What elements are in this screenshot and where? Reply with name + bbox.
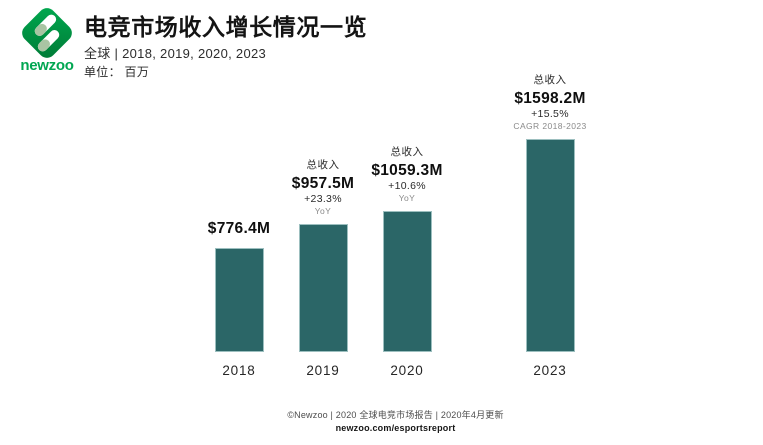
newzoo-logo: newzoo	[15, 5, 79, 73]
value-label: $776.4M	[207, 219, 271, 237]
bar-2020	[382, 211, 432, 352]
bar-labels-2023: 总收入 $1598.2M +15.5% CAGR 2018-2023	[513, 75, 586, 130]
year-label-2019: 2019	[306, 363, 340, 378]
bar-2018	[214, 248, 264, 352]
year-label-2018: 2018	[222, 363, 256, 378]
total-revenue-label: 总收入	[390, 146, 424, 158]
bar-labels-2019: 总收入 $957.5M +23.3% YoY	[292, 160, 354, 215]
growth-label: +15.5%	[531, 108, 569, 120]
growth-label: +10.6%	[388, 180, 426, 192]
growth-note: CAGR 2018-2023	[513, 120, 587, 131]
bar-2019	[298, 224, 348, 352]
page-subtitle: 全球 | 2018, 2019, 2020, 2023	[84, 46, 267, 61]
total-revenue-label: 总收入	[306, 159, 340, 171]
header-titles: 电竞市场收入增长情况一览 全球 | 2018, 2019, 2020, 2023…	[84, 14, 368, 79]
growth-note: YoY	[314, 205, 332, 216]
value-label: $1059.3M	[371, 161, 443, 179]
report-link[interactable]: newzoo.com/esportsreport	[335, 423, 456, 433]
total-revenue-label: 总收入	[533, 74, 567, 86]
newzoo-logo-icon	[22, 8, 72, 58]
logo-wordmark: newzoo	[20, 57, 74, 74]
copyright-text: ©Newzoo | 2020 全球电竞市场报告 | 2020年4月更新	[287, 410, 504, 420]
bar-labels-2020: 总收入 $1059.3M +10.6% YoY	[371, 147, 442, 202]
year-label-2020: 2020	[390, 363, 424, 378]
bar-group-2018: $776.4M 2018	[169, 219, 309, 379]
bar-group-2023: 总收入 $1598.2M +15.5% CAGR 2018-2023 2023	[480, 75, 620, 378]
bar-labels-2018: $776.4M	[207, 219, 271, 240]
growth-note: YoY	[398, 192, 416, 203]
value-label: $1598.2M	[514, 89, 586, 107]
value-label: $957.5M	[291, 174, 355, 192]
bar-2023	[525, 139, 575, 352]
year-label-2023: 2023	[533, 363, 567, 378]
bar-group-2019: 总收入 $957.5M +23.3% YoY 2019	[253, 160, 393, 378]
footer: ©Newzoo | 2020 全球电竞市场报告 | 2020年4月更新 newz…	[14, 411, 763, 433]
unit-label: 单位： 百万	[84, 65, 150, 79]
page-title: 电竞市场收入增长情况一览	[84, 14, 368, 40]
bar-group-2020: 总收入 $1059.3M +10.6% YoY 2020	[337, 147, 477, 378]
growth-label: +23.3%	[304, 193, 342, 205]
